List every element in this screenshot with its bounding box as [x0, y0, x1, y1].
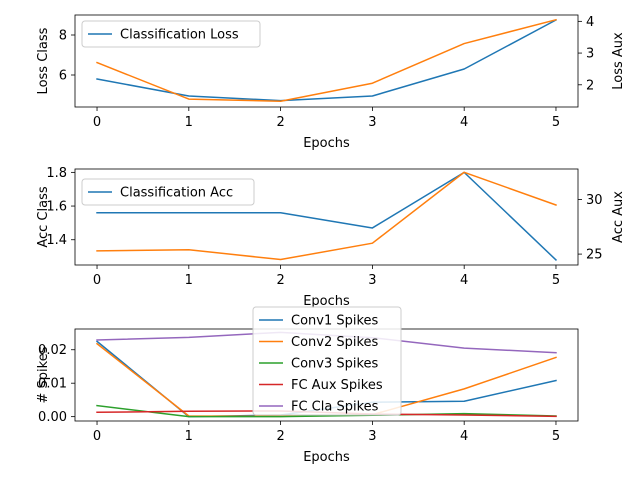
x-tick-label: 5	[552, 115, 560, 130]
x-axis-label: Epochs	[303, 136, 350, 151]
y-tick-label: 0.02	[38, 343, 67, 358]
y-tick-label: 8	[59, 29, 67, 44]
y-tick-label: 1.8	[46, 166, 67, 181]
legend-entry: Conv3 Spikes	[291, 357, 379, 372]
legend-box	[81, 20, 261, 48]
x-tick-label: 1	[185, 115, 193, 130]
y-axis-label-left: # Spikes	[36, 346, 51, 403]
y-tick-label-right: 25	[586, 248, 603, 263]
legend-entry: FC Aux Spikes	[291, 378, 383, 393]
series-line-2-2	[96, 171, 557, 261]
x-tick-label: 5	[552, 273, 560, 288]
legend-entry: Classification Loss	[120, 28, 239, 43]
y-tick-label: 6	[59, 69, 67, 84]
y-axis-label-right: Loss Aux	[611, 32, 626, 90]
x-tick-label: 2	[276, 429, 284, 444]
y-tick-label: 0.01	[38, 377, 67, 392]
subplot-2: 0 1 2 3 4 5 Epochs 1.4 1.6 1.8 Acc Class 25 30 Acc Au…	[36, 166, 626, 309]
legend-entry: Conv2 Spikes	[291, 335, 379, 350]
subplot-3: 0 1 2 3 4 5 Epochs 0.00 0.01 0.02# Spikes Conv1 Sp…	[36, 306, 579, 465]
legend: Conv1 Spikes Conv2 Spikes Conv3 Spikes FC A…	[252, 306, 402, 416]
x-tick-label: 3	[368, 273, 376, 288]
x-tick-label: 4	[460, 429, 468, 444]
y-tick-label: 1.4	[46, 233, 67, 248]
x-axis-label: Epochs	[303, 294, 350, 309]
x-tick-label: 3	[368, 115, 376, 130]
y-tick-label: 0.00	[38, 410, 67, 425]
y-axis-label-left: Loss Class	[36, 27, 51, 94]
x-tick-label: 2	[276, 273, 284, 288]
x-tick-label: 0	[93, 273, 101, 288]
legend-entry: Conv1 Spikes	[291, 314, 379, 329]
axes-frame	[74, 14, 579, 108]
subplot-1: 0 1 2 3 4 5 Epochs 6 8 Loss Class 2 3 4 Loss Aux Class…	[36, 14, 626, 151]
x-tick-label: 4	[460, 115, 468, 130]
legend: Classification Acc	[81, 178, 255, 206]
legend-box	[252, 306, 402, 416]
y-tick-label: 1.6	[46, 200, 67, 215]
y-axis-label-left: Acc Class	[36, 186, 51, 248]
x-tick-label: 0	[93, 115, 101, 130]
series-line-3-3	[96, 404, 557, 418]
legend-box	[81, 178, 255, 206]
y-tick-label-right: 2	[586, 78, 594, 93]
x-tick-label: 5	[552, 429, 560, 444]
series-line-2-1	[96, 171, 558, 262]
y-tick-label-right: 30	[586, 193, 603, 208]
x-axis-label: Epochs	[303, 450, 350, 465]
x-tick-label: 2	[276, 115, 284, 130]
x-tick-label: 0	[93, 429, 101, 444]
x-tick-label: 3	[368, 429, 376, 444]
y-axis-label-right: Acc Aux	[611, 191, 626, 243]
y-tick-label-right: 3	[586, 47, 594, 62]
series-line-1-2	[96, 18, 557, 103]
x-tick-label: 1	[185, 429, 193, 444]
legend-entry: FC Cla Spikes	[291, 400, 379, 415]
legend: Classification Loss	[81, 20, 261, 48]
legend-entry: Classification Acc	[120, 186, 233, 201]
x-tick-label: 1	[185, 273, 193, 288]
axes-frame	[74, 168, 579, 266]
y-tick-label-right: 4	[586, 15, 594, 30]
x-tick-label: 4	[460, 273, 468, 288]
